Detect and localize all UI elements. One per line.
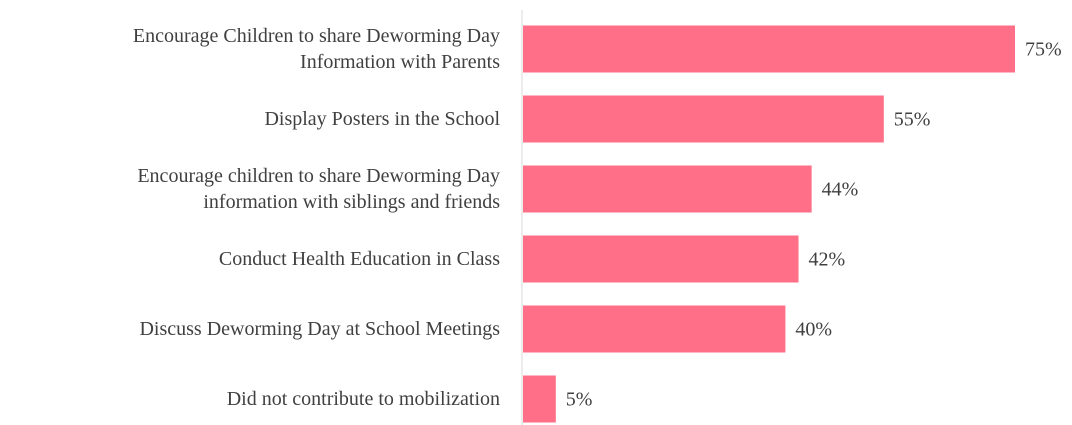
bar xyxy=(523,305,786,353)
bar xyxy=(523,235,799,283)
category-label: Conduct Health Education in Class xyxy=(218,248,500,270)
category-label: Did not contribute to mobilization xyxy=(226,388,500,410)
value-label: 42% xyxy=(809,249,846,271)
bar xyxy=(523,375,556,423)
bar xyxy=(523,95,884,143)
category-label: Discuss Deworming Day at School Meetings xyxy=(139,318,500,340)
value-label: 5% xyxy=(566,389,593,411)
value-label: 44% xyxy=(822,179,859,201)
value-label: 55% xyxy=(894,109,931,131)
category-label: Encourage children to share Deworming Da… xyxy=(137,165,500,213)
category-label: Encourage Children to share Deworming Da… xyxy=(132,25,500,73)
bar xyxy=(523,165,812,213)
value-label: 75% xyxy=(1025,39,1062,61)
bar xyxy=(523,25,1015,73)
category-label: Display Posters in the School xyxy=(264,108,500,130)
value-label: 40% xyxy=(795,319,832,341)
